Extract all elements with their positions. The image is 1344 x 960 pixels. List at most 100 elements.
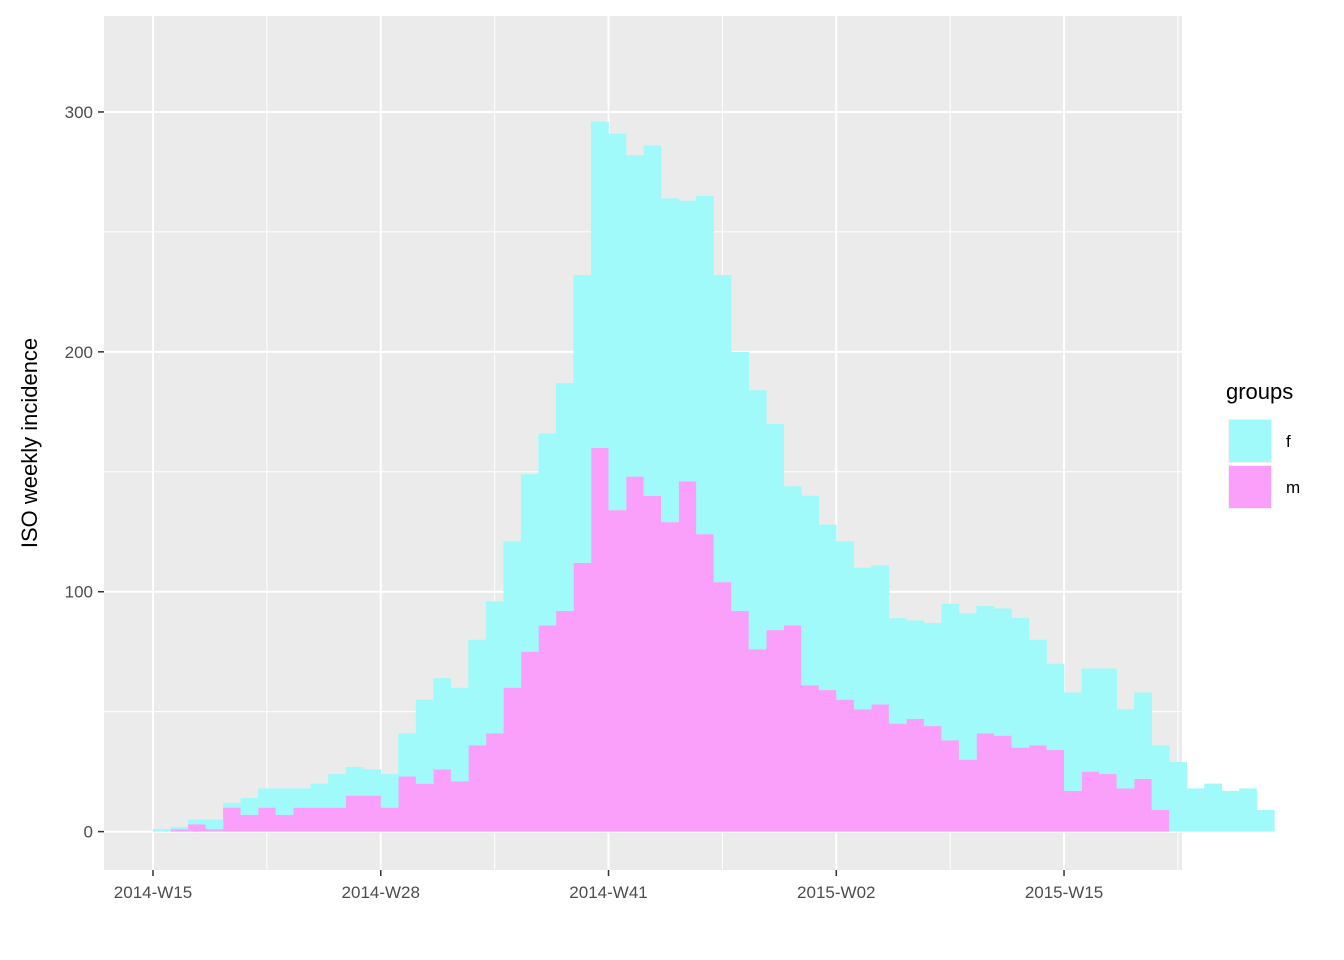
bar-m xyxy=(205,829,224,832)
bar-f xyxy=(696,195,714,535)
bar-f xyxy=(1256,810,1275,832)
bar-m xyxy=(240,814,259,832)
bar-m xyxy=(643,495,662,832)
bar-f xyxy=(258,788,276,808)
bar-f xyxy=(520,474,539,652)
y-tick-label: 100 xyxy=(65,583,93,602)
x-tick-label: 2015-W15 xyxy=(1025,883,1103,902)
bar-m xyxy=(871,704,890,832)
bar-f xyxy=(643,145,662,496)
bar-f xyxy=(853,567,872,710)
legend-title: groups xyxy=(1226,379,1293,404)
bar-f xyxy=(363,769,382,796)
bar-f xyxy=(1151,745,1170,811)
bar-f xyxy=(1134,692,1152,779)
y-tick-label: 200 xyxy=(65,343,93,362)
bar-m xyxy=(450,781,469,832)
bar-f xyxy=(1029,639,1047,746)
bar-f xyxy=(993,608,1012,736)
bar-m xyxy=(1081,771,1100,832)
legend-keys: fm xyxy=(1228,419,1300,509)
bar-m xyxy=(853,709,872,832)
bar-f xyxy=(958,613,977,760)
bar-f xyxy=(1081,668,1100,772)
bar-f xyxy=(626,155,644,477)
bar-f xyxy=(153,829,171,832)
bar-m xyxy=(1046,750,1065,832)
bar-m xyxy=(170,829,189,832)
bar-m xyxy=(661,522,679,832)
bar-m xyxy=(1064,790,1082,832)
bar-m xyxy=(380,807,399,832)
bar-f xyxy=(275,788,294,815)
y-axis: 0 100 200 300 xyxy=(65,103,104,842)
bar-f xyxy=(485,601,504,734)
y-tick-label: 300 xyxy=(65,103,93,122)
bar-m xyxy=(345,795,364,832)
bar-f xyxy=(310,783,329,808)
bar-f xyxy=(801,495,820,686)
bar-m xyxy=(713,582,732,832)
bar-f xyxy=(976,606,995,734)
bar-m xyxy=(503,687,522,832)
legend-key-m xyxy=(1229,466,1271,508)
bar-m xyxy=(328,807,347,832)
bar-f xyxy=(1204,783,1223,832)
bar-f xyxy=(766,423,785,631)
bar-m xyxy=(906,718,925,832)
bar-m xyxy=(678,481,697,832)
bar-f xyxy=(1221,790,1240,832)
bar-m xyxy=(923,726,942,832)
bar-m xyxy=(1011,747,1030,832)
bar-m xyxy=(626,476,644,832)
bar-f xyxy=(468,639,487,746)
bar-f xyxy=(923,622,942,727)
bar-m xyxy=(783,625,802,832)
y-axis-title: ISO weekly incidence xyxy=(17,338,42,548)
bar-f xyxy=(871,565,890,705)
bar-f xyxy=(1011,618,1030,748)
bar-m xyxy=(485,733,504,832)
bar-f xyxy=(608,133,627,511)
bar-m xyxy=(608,510,627,832)
bar-f xyxy=(661,198,679,523)
bar-m xyxy=(836,699,855,832)
bar-f xyxy=(328,774,347,808)
bar-f xyxy=(398,733,417,777)
bar-f xyxy=(836,541,855,700)
bar-m xyxy=(941,740,960,832)
bar-m xyxy=(293,807,311,832)
bar-m xyxy=(468,745,487,832)
bar-f xyxy=(573,275,592,563)
bar-m xyxy=(415,783,434,832)
bar-f xyxy=(818,524,837,691)
bar-f xyxy=(293,788,311,808)
bar-m xyxy=(398,776,417,832)
x-axis: 2014-W15 2014-W28 2014-W41 2015-W02 2015-W15 xyxy=(114,870,1103,902)
y-tick-label: 0 xyxy=(84,823,93,842)
bar-f xyxy=(906,620,925,719)
bar-f xyxy=(783,486,802,626)
bar-m xyxy=(818,690,837,832)
bar-m xyxy=(591,447,609,832)
bar-f xyxy=(1064,692,1082,791)
bar-f xyxy=(433,678,452,770)
bar-f xyxy=(1239,788,1258,832)
bar-f xyxy=(731,351,749,611)
bar-f xyxy=(503,541,522,688)
bar-m xyxy=(1116,788,1135,832)
bar-m xyxy=(976,733,995,832)
bar-f xyxy=(888,618,907,724)
bar-f xyxy=(1099,668,1117,775)
bar-f xyxy=(678,200,697,482)
bar-f xyxy=(415,699,434,784)
bar-m xyxy=(310,807,329,832)
bar-m xyxy=(696,534,714,832)
bar-f xyxy=(450,687,469,782)
x-tick-label: 2014-W41 xyxy=(569,883,647,902)
legend-key-f xyxy=(1229,420,1271,462)
bar-m xyxy=(275,814,294,832)
bar-f xyxy=(748,390,767,650)
bar-m xyxy=(766,630,785,832)
